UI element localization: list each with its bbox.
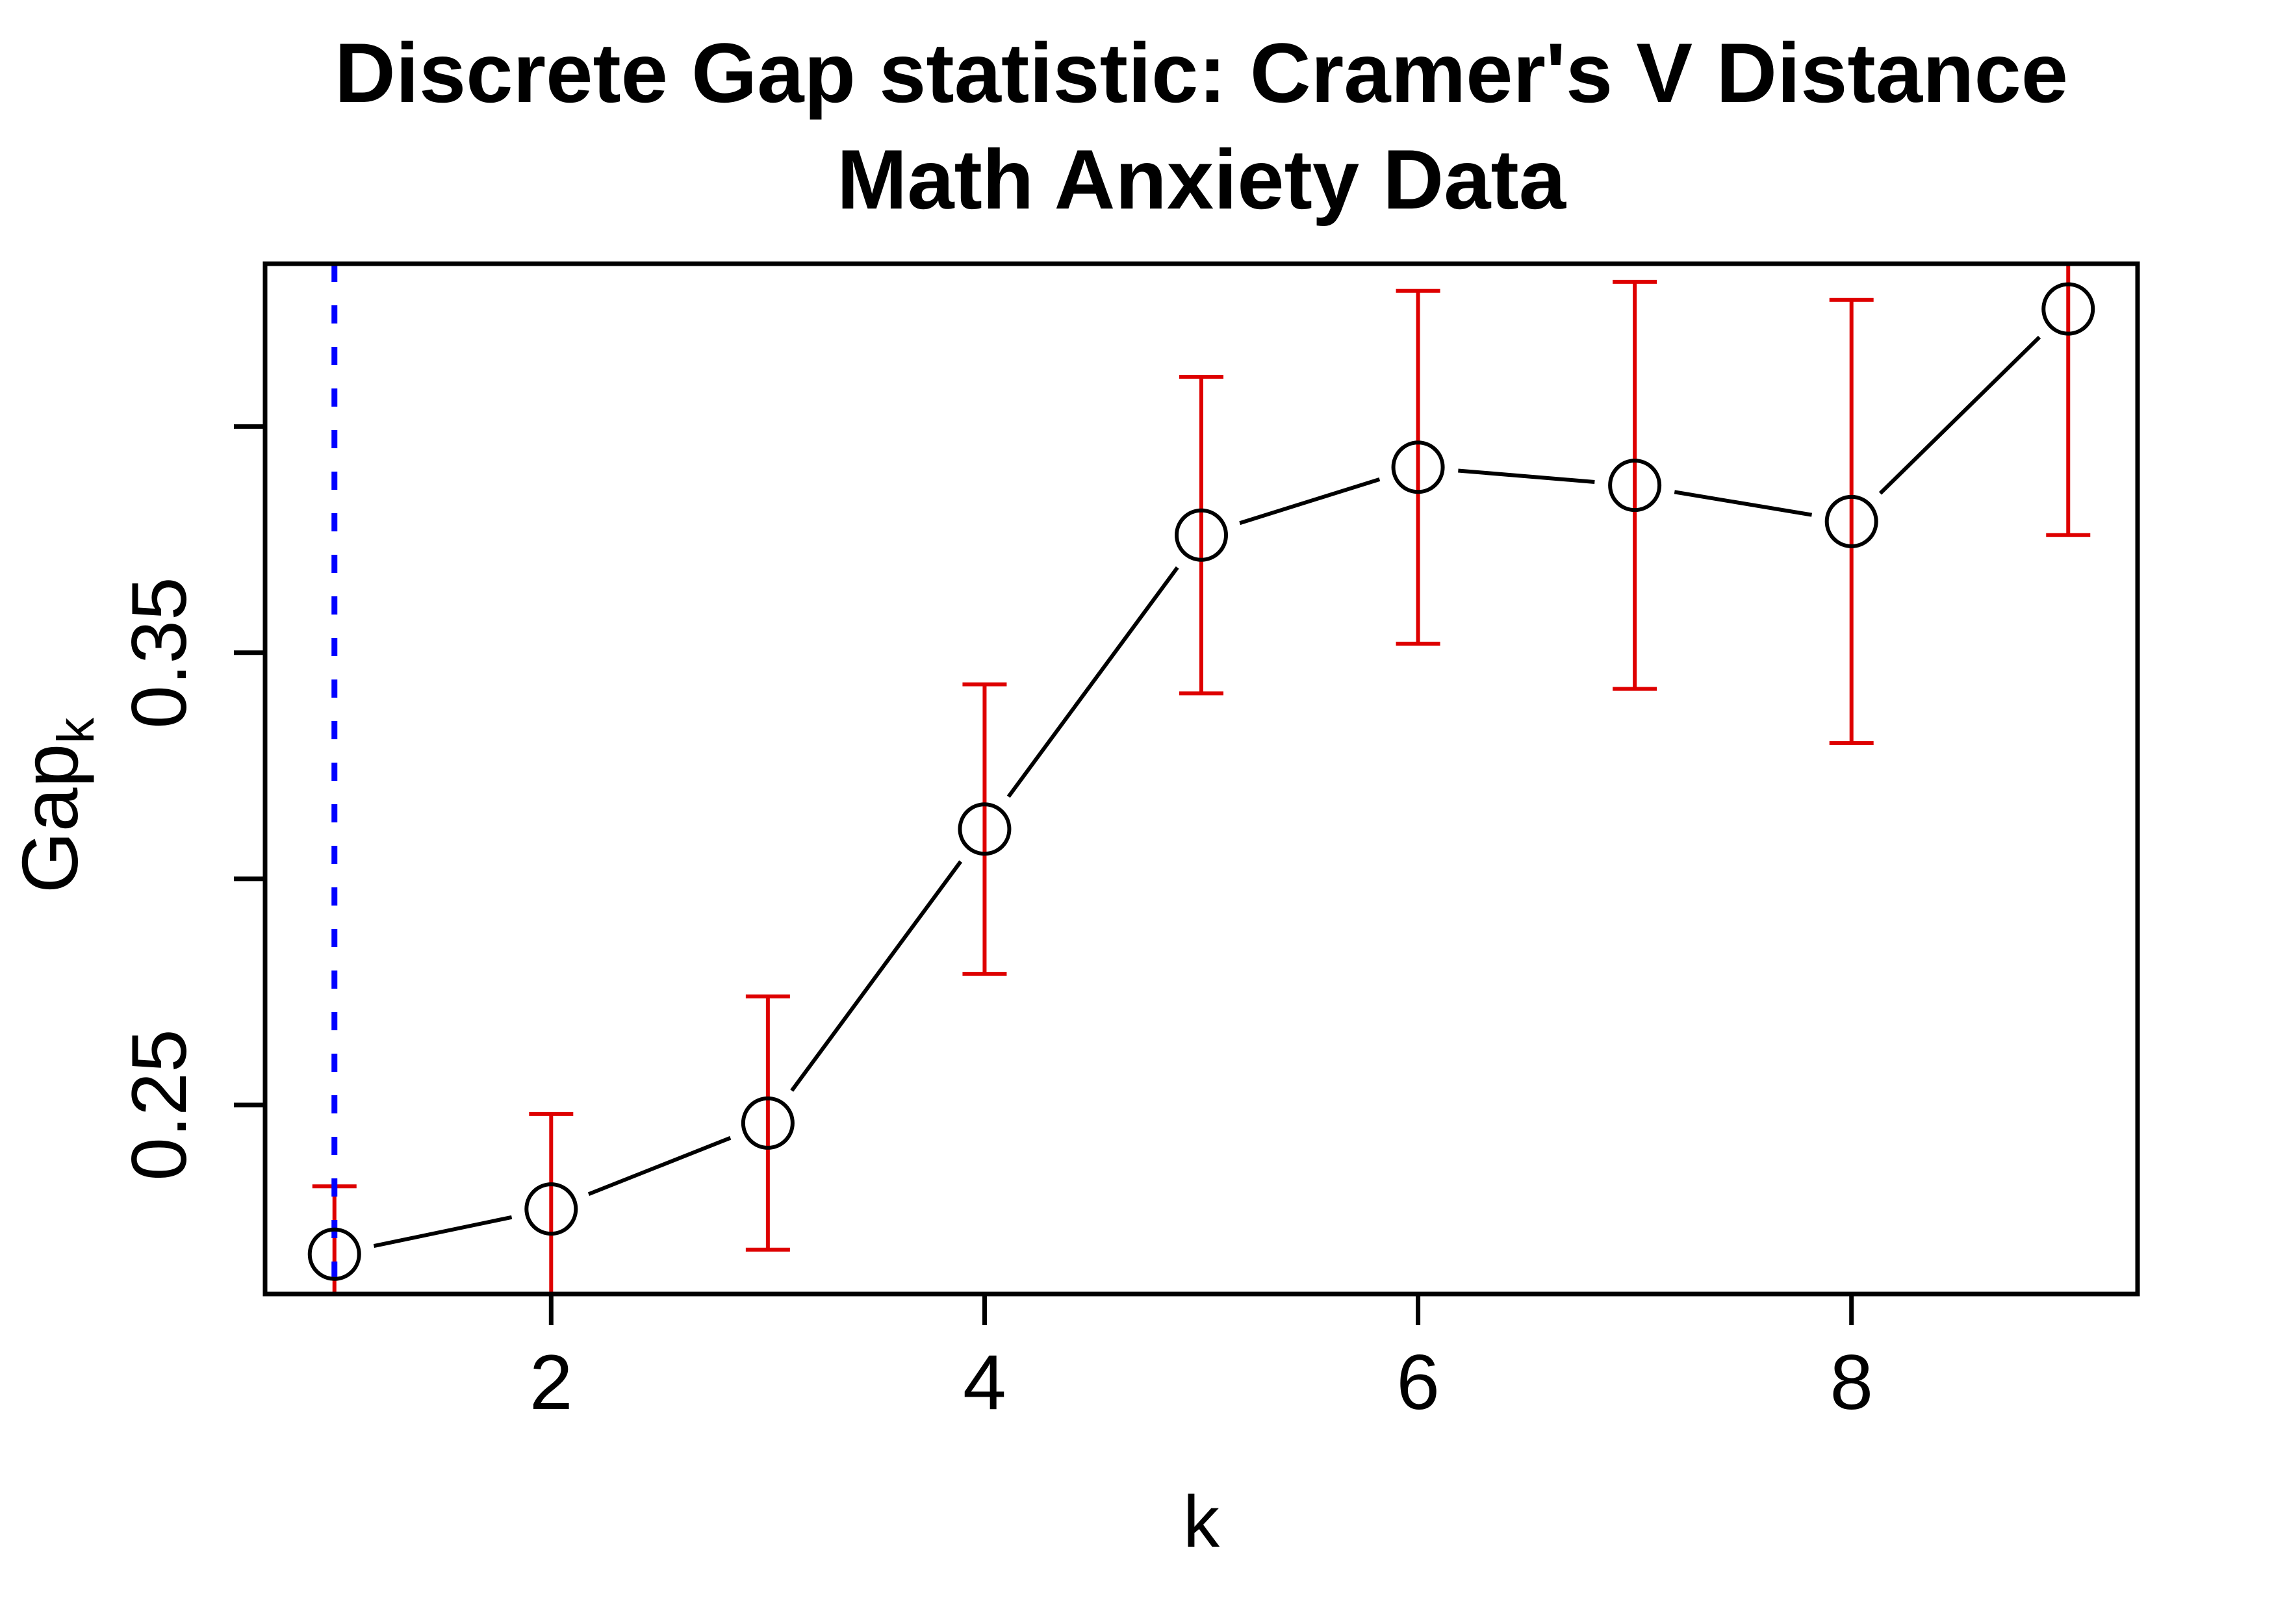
data-point-k9: [2041, 282, 2095, 336]
data-point-k4: [958, 802, 1012, 856]
data-point-k1: [307, 1227, 361, 1281]
series-line: [373, 335, 2041, 1249]
data-points: [307, 282, 2095, 1281]
data-point-k8: [1824, 494, 1878, 548]
chart-title: Discrete Gap statistic: Cramer's V Dista…: [265, 19, 2138, 233]
plot-box: [262, 261, 2140, 1297]
x-axis-label: k: [1183, 1481, 1220, 1562]
x-tick-label-8: 8: [1830, 1339, 1874, 1426]
series-line-segment: [1878, 335, 2041, 495]
x-tick-label-2: 2: [529, 1339, 573, 1426]
error-bars: [312, 264, 2091, 1294]
y-tick-label-0.25: 0.25: [116, 1029, 203, 1181]
data-point-k2: [524, 1182, 578, 1236]
y-tick-label-0.35: 0.35: [116, 576, 203, 729]
series-line-segment: [1006, 566, 1179, 798]
series-line-segment: [587, 1136, 732, 1197]
x-tick-label-6: 6: [1396, 1339, 1440, 1426]
data-point-k3: [741, 1096, 795, 1150]
data-point-k5: [1175, 508, 1228, 562]
data-point-k6: [1391, 440, 1445, 494]
series-line-segment: [790, 860, 963, 1092]
series-line-segment: [1239, 477, 1381, 526]
chart-title-line2: Math Anxiety Data: [836, 132, 1566, 227]
x-tick-label-4: 4: [963, 1339, 1006, 1426]
data-point-k7: [1608, 459, 1662, 513]
series-line-segment: [1674, 490, 1813, 517]
axis-ticks: [234, 424, 1854, 1325]
chart-title-line1: Discrete Gap statistic: Cramer's V Dista…: [334, 25, 2069, 120]
series-line-segment: [1458, 468, 1595, 484]
series-line-segment: [373, 1215, 513, 1249]
